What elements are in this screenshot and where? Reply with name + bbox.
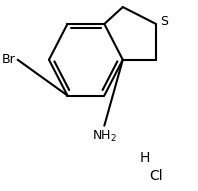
Text: H: H: [140, 151, 150, 165]
Text: Br: Br: [2, 53, 16, 66]
Text: Cl: Cl: [149, 169, 163, 183]
Text: S: S: [160, 15, 168, 28]
Text: NH$_2$: NH$_2$: [92, 129, 117, 144]
